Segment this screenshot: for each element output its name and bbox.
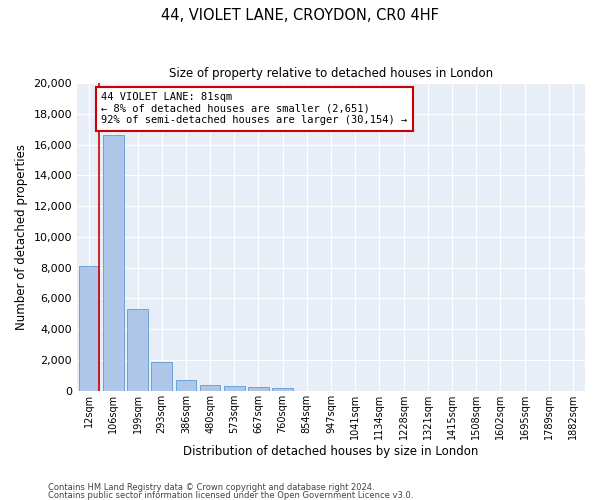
Title: Size of property relative to detached houses in London: Size of property relative to detached ho… <box>169 68 493 80</box>
Y-axis label: Number of detached properties: Number of detached properties <box>15 144 28 330</box>
Text: Contains public sector information licensed under the Open Government Licence v3: Contains public sector information licen… <box>48 490 413 500</box>
Bar <box>272 388 293 390</box>
Bar <box>224 386 245 390</box>
Text: Contains HM Land Registry data © Crown copyright and database right 2024.: Contains HM Land Registry data © Crown c… <box>48 484 374 492</box>
Bar <box>79 266 100 390</box>
Bar <box>200 385 220 390</box>
X-axis label: Distribution of detached houses by size in London: Distribution of detached houses by size … <box>184 444 479 458</box>
Bar <box>103 136 124 390</box>
Bar <box>151 362 172 390</box>
Text: 44, VIOLET LANE, CROYDON, CR0 4HF: 44, VIOLET LANE, CROYDON, CR0 4HF <box>161 8 439 22</box>
Bar <box>248 387 269 390</box>
Bar <box>176 380 196 390</box>
Bar <box>127 309 148 390</box>
Text: 44 VIOLET LANE: 81sqm
← 8% of detached houses are smaller (2,651)
92% of semi-de: 44 VIOLET LANE: 81sqm ← 8% of detached h… <box>101 92 407 126</box>
